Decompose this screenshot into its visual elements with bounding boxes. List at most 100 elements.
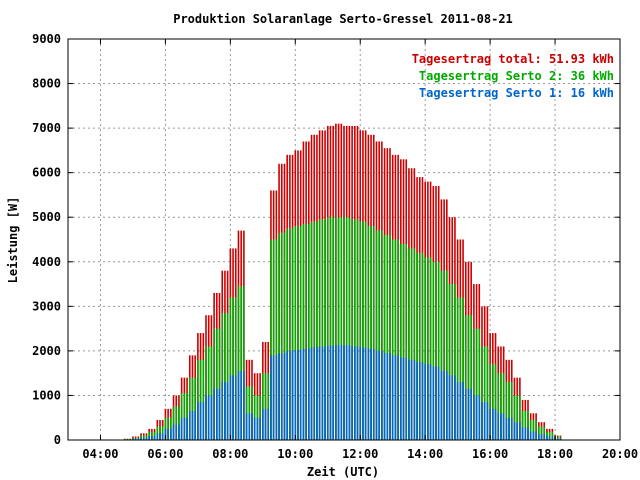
bar-serto2 bbox=[389, 235, 391, 440]
bar-serto1 bbox=[521, 427, 524, 440]
bar-serto1 bbox=[224, 382, 226, 440]
bar-serto2 bbox=[267, 373, 270, 440]
bar-serto1 bbox=[386, 353, 389, 440]
bar-serto2 bbox=[473, 328, 475, 440]
bar-serto1 bbox=[467, 388, 470, 440]
bar-serto2 bbox=[207, 346, 210, 440]
y-tick-label: 4000 bbox=[32, 255, 61, 269]
bar-serto1 bbox=[137, 438, 140, 440]
bar-serto2 bbox=[161, 426, 164, 440]
bar-serto1 bbox=[410, 359, 413, 440]
bar-serto1 bbox=[454, 375, 456, 440]
bar-serto1 bbox=[464, 388, 467, 440]
bar-serto2 bbox=[413, 248, 416, 440]
bar-serto2 bbox=[359, 221, 362, 440]
bar-serto2 bbox=[394, 239, 397, 440]
bar-serto2 bbox=[340, 217, 343, 440]
y-tick-label: 3000 bbox=[32, 299, 61, 313]
bar-serto2 bbox=[372, 226, 375, 440]
bar-serto2 bbox=[294, 226, 297, 440]
bar-serto2 bbox=[354, 219, 356, 440]
bar-serto2 bbox=[437, 261, 440, 440]
bar-serto2 bbox=[262, 373, 264, 440]
bar-serto1 bbox=[529, 431, 532, 440]
bar-serto2 bbox=[424, 257, 426, 440]
bar-serto2 bbox=[432, 261, 435, 440]
bar-serto1 bbox=[245, 413, 248, 440]
bar-serto2 bbox=[462, 297, 464, 440]
bar-serto1 bbox=[218, 388, 221, 440]
bar-serto2 bbox=[529, 419, 532, 440]
bar-serto2 bbox=[464, 315, 467, 440]
bar-serto1 bbox=[351, 346, 353, 440]
y-tick-label: 5000 bbox=[32, 210, 61, 224]
bar-serto1 bbox=[510, 417, 513, 440]
bar-serto2 bbox=[210, 346, 213, 440]
y-tick-label: 0 bbox=[54, 433, 61, 447]
bar-serto2 bbox=[205, 346, 207, 440]
bar-serto1 bbox=[391, 355, 394, 440]
y-tick-label: 6000 bbox=[32, 166, 61, 180]
bar-serto1 bbox=[475, 395, 478, 440]
bar-serto1 bbox=[343, 345, 345, 440]
bar-serto1 bbox=[151, 435, 153, 440]
bar-serto1 bbox=[381, 350, 383, 440]
bar-serto1 bbox=[286, 350, 288, 440]
x-tick-label: 04:00 bbox=[82, 447, 118, 461]
x-tick-label: 10:00 bbox=[277, 447, 313, 461]
bar-serto2 bbox=[494, 364, 497, 440]
bar-serto2 bbox=[348, 217, 351, 440]
bar-serto1 bbox=[232, 375, 234, 440]
bar-serto2 bbox=[467, 315, 470, 440]
bar-serto2 bbox=[183, 393, 186, 440]
bar-serto1 bbox=[383, 353, 386, 440]
bar-serto2 bbox=[527, 411, 529, 440]
bar-serto2 bbox=[429, 257, 432, 440]
bar-serto1 bbox=[318, 346, 321, 440]
bar-serto1 bbox=[546, 436, 548, 440]
bar-serto1 bbox=[251, 413, 253, 440]
bar-serto2 bbox=[391, 239, 394, 440]
bar-serto2 bbox=[278, 232, 280, 440]
bar-serto1 bbox=[535, 431, 537, 440]
bar-serto2 bbox=[540, 426, 543, 440]
bar-serto2 bbox=[435, 261, 437, 440]
bar-serto1 bbox=[432, 366, 435, 440]
bar-serto2 bbox=[443, 270, 445, 440]
bar-serto1 bbox=[207, 395, 210, 440]
bar-serto2 bbox=[546, 431, 548, 440]
bar-serto1 bbox=[243, 370, 245, 440]
bar-serto1 bbox=[502, 413, 505, 440]
chart-title: Produktion Solaranlage Serto-Gressel 201… bbox=[173, 12, 513, 26]
bar-serto1 bbox=[170, 428, 172, 440]
bar-serto1 bbox=[427, 364, 429, 440]
bar-serto1 bbox=[459, 382, 462, 440]
bar-serto1 bbox=[435, 366, 437, 440]
bar-serto1 bbox=[489, 408, 491, 440]
legend: Tagesertrag total: 51.93 kWh Tagesertrag … bbox=[412, 52, 614, 100]
bar-serto2 bbox=[519, 395, 521, 440]
bar-serto1 bbox=[378, 350, 380, 440]
bar-serto1 bbox=[294, 349, 297, 440]
bar-serto2 bbox=[351, 219, 353, 440]
bar-serto2 bbox=[186, 393, 188, 440]
bar-serto2 bbox=[332, 217, 334, 440]
bar-serto1 bbox=[313, 347, 316, 440]
y-tick-label: 8000 bbox=[32, 77, 61, 91]
bar-serto1 bbox=[272, 355, 275, 440]
bar-serto1 bbox=[367, 348, 370, 440]
bar-serto2 bbox=[289, 228, 291, 440]
bar-serto2 bbox=[221, 313, 224, 440]
bar-serto2 bbox=[402, 243, 405, 440]
bar-serto2 bbox=[535, 419, 537, 440]
bar-serto1 bbox=[289, 350, 291, 440]
bar-serto1 bbox=[205, 395, 207, 440]
bar-serto2 bbox=[383, 235, 386, 440]
bar-serto1 bbox=[302, 348, 305, 440]
legend-entry-total: Tagesertrag total: 51.93 kWh bbox=[412, 52, 614, 66]
bar-serto2 bbox=[213, 328, 215, 440]
bar-serto1 bbox=[486, 402, 489, 440]
bar-serto1 bbox=[191, 411, 194, 440]
bar-serto1 bbox=[416, 362, 418, 440]
